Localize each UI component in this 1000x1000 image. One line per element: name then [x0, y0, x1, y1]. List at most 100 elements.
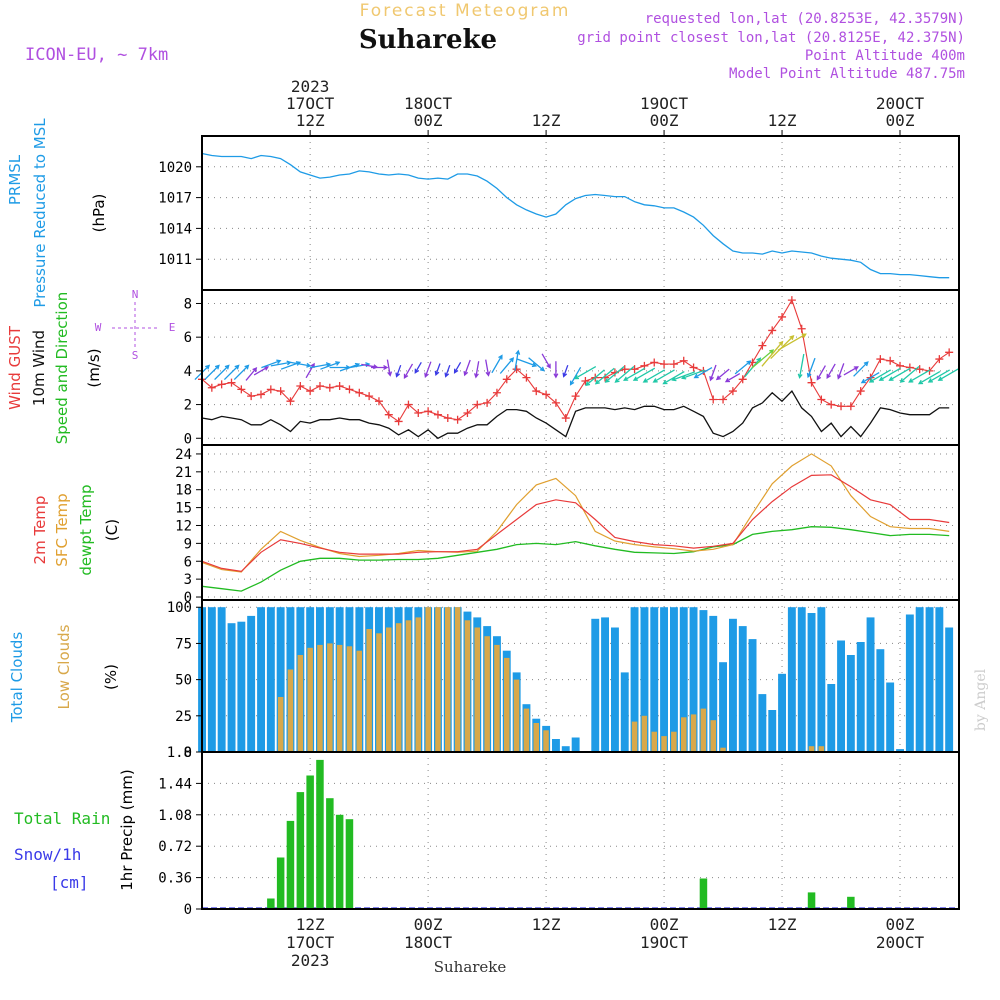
footer-location: Suhareke	[434, 958, 507, 976]
watermark: by Angel	[973, 668, 989, 731]
wind-gust-marker	[905, 363, 914, 372]
low-clouds-bar	[395, 623, 402, 752]
wind-gust-marker	[945, 348, 954, 357]
panel-frame-temperature	[201, 444, 960, 601]
wind-gust-marker	[846, 402, 855, 411]
total-clouds-bar	[699, 610, 708, 752]
wind-direction-arrow	[261, 359, 282, 369]
wind-direction-arrow	[253, 366, 270, 376]
wind-gust-marker	[817, 395, 826, 404]
y-tick-label: 0.36	[158, 871, 192, 887]
wind-gust-marker	[787, 296, 796, 305]
wind-direction-arrow	[491, 354, 503, 374]
y-tick-label: 50	[175, 673, 192, 689]
total-clouds-bar	[896, 749, 904, 752]
rain-bar	[316, 759, 324, 909]
temp-2m-line	[201, 474, 950, 573]
total-clouds-bar	[207, 607, 216, 752]
y-tick-label: 8	[184, 296, 192, 312]
low-clouds-bar	[327, 643, 333, 752]
temp-unit: (C)	[103, 519, 121, 541]
wind-gust-marker	[453, 415, 462, 424]
wind-direction-arrow	[499, 357, 515, 374]
wind-gust-marker	[886, 356, 895, 365]
wind-direction-arrow	[734, 360, 752, 375]
total-clouds-bar	[670, 607, 678, 752]
panel-frame-precip	[201, 751, 960, 910]
wind-direction-arrow	[463, 359, 471, 377]
top-time-label: 18OCT	[404, 94, 453, 113]
wind-direction-arrow	[562, 364, 569, 378]
bottom-time-label: 18OCT	[404, 933, 453, 952]
wind-gust-marker	[365, 392, 374, 401]
total-clouds-bar	[679, 607, 688, 752]
wind-direction-arrow	[585, 369, 605, 387]
low-clouds-bar	[671, 731, 677, 752]
wind-gust-marker	[679, 356, 688, 365]
wind-10m-label: 10m Wind	[30, 330, 48, 406]
wind-gust-marker	[738, 375, 747, 384]
wind-gust-marker	[414, 408, 423, 417]
wind-gust-marker	[571, 392, 580, 401]
wind-direction-arrow	[553, 361, 559, 379]
bottom-time-label: 19OCT	[640, 933, 689, 952]
y-tick-label: 21	[175, 465, 192, 481]
wind-gust-marker	[237, 385, 246, 394]
wind-direction-arrow	[424, 361, 432, 378]
wind-gust-marker	[542, 390, 551, 399]
wind-direction-arrow	[693, 367, 713, 379]
total-clouds-bar	[856, 642, 865, 752]
wind-direction-arrow	[632, 367, 656, 381]
total-clouds-bar	[660, 607, 668, 752]
total-clouds-bar	[689, 607, 698, 752]
wind-direction-arrow	[681, 369, 706, 380]
wind-direction-arrow	[320, 361, 341, 370]
wind-direction-arrow	[214, 364, 230, 381]
wind-direction-arrow	[290, 361, 312, 368]
y-tick-label: 75	[175, 636, 192, 652]
low-clouds-bar	[651, 731, 657, 752]
top-time-label: 12Z	[296, 111, 325, 130]
point-altitude: Point Altitude 400m	[805, 48, 965, 64]
top-time-label: 12Z	[768, 111, 797, 130]
wind-direction-arrow	[485, 359, 491, 377]
bottom-time-label: 2023	[291, 951, 330, 970]
wind-gust-marker	[551, 398, 560, 407]
wind-gust-line	[201, 298, 950, 423]
wind-gust-marker	[915, 365, 924, 374]
wind-gust-marker	[424, 407, 433, 416]
location-title: Suhareke	[359, 25, 497, 55]
wind-direction-arrow	[604, 366, 625, 383]
low-clouds-bar	[523, 708, 530, 752]
wind-direction-arrow	[386, 359, 393, 377]
wind-direction-arrow	[434, 363, 441, 377]
wind-direction-arrow	[816, 365, 826, 381]
wind-direction-arrow	[403, 363, 414, 379]
wind-gust-marker	[709, 395, 718, 404]
wind-direction-arrow	[623, 367, 646, 381]
precip-snow-unit: [cm]	[50, 873, 89, 892]
wind-gust-marker	[512, 365, 521, 374]
total-clouds-bar	[709, 615, 718, 752]
wind-direction-arrow	[516, 358, 538, 368]
wind-gust-marker	[837, 402, 846, 411]
low-clouds-bar	[297, 655, 304, 752]
total-clouds-bar	[561, 746, 570, 752]
wind-gust-marker	[306, 387, 315, 396]
total-clouds-bar	[925, 607, 934, 752]
wind-direction-arrow	[709, 364, 717, 382]
wind-direction-arrow	[245, 367, 258, 381]
wind-gust-label: Wind GUST	[6, 325, 24, 410]
y-tick-label: 3	[184, 572, 192, 588]
grid-layer	[202, 136, 959, 910]
wind-gust-marker	[325, 383, 334, 392]
y-tick-label: 1014	[158, 221, 192, 237]
wind-direction-arrow	[888, 367, 911, 381]
wind-gust-marker	[217, 380, 226, 389]
frame-layer: 1011101410171020024680369121518212402550…	[6, 77, 960, 970]
low-clouds-bar	[425, 607, 431, 752]
data-layer	[194, 152, 960, 909]
wind-direction-arrow	[642, 369, 665, 383]
rain-bar	[276, 857, 285, 909]
low-clouds-bar	[818, 746, 825, 752]
